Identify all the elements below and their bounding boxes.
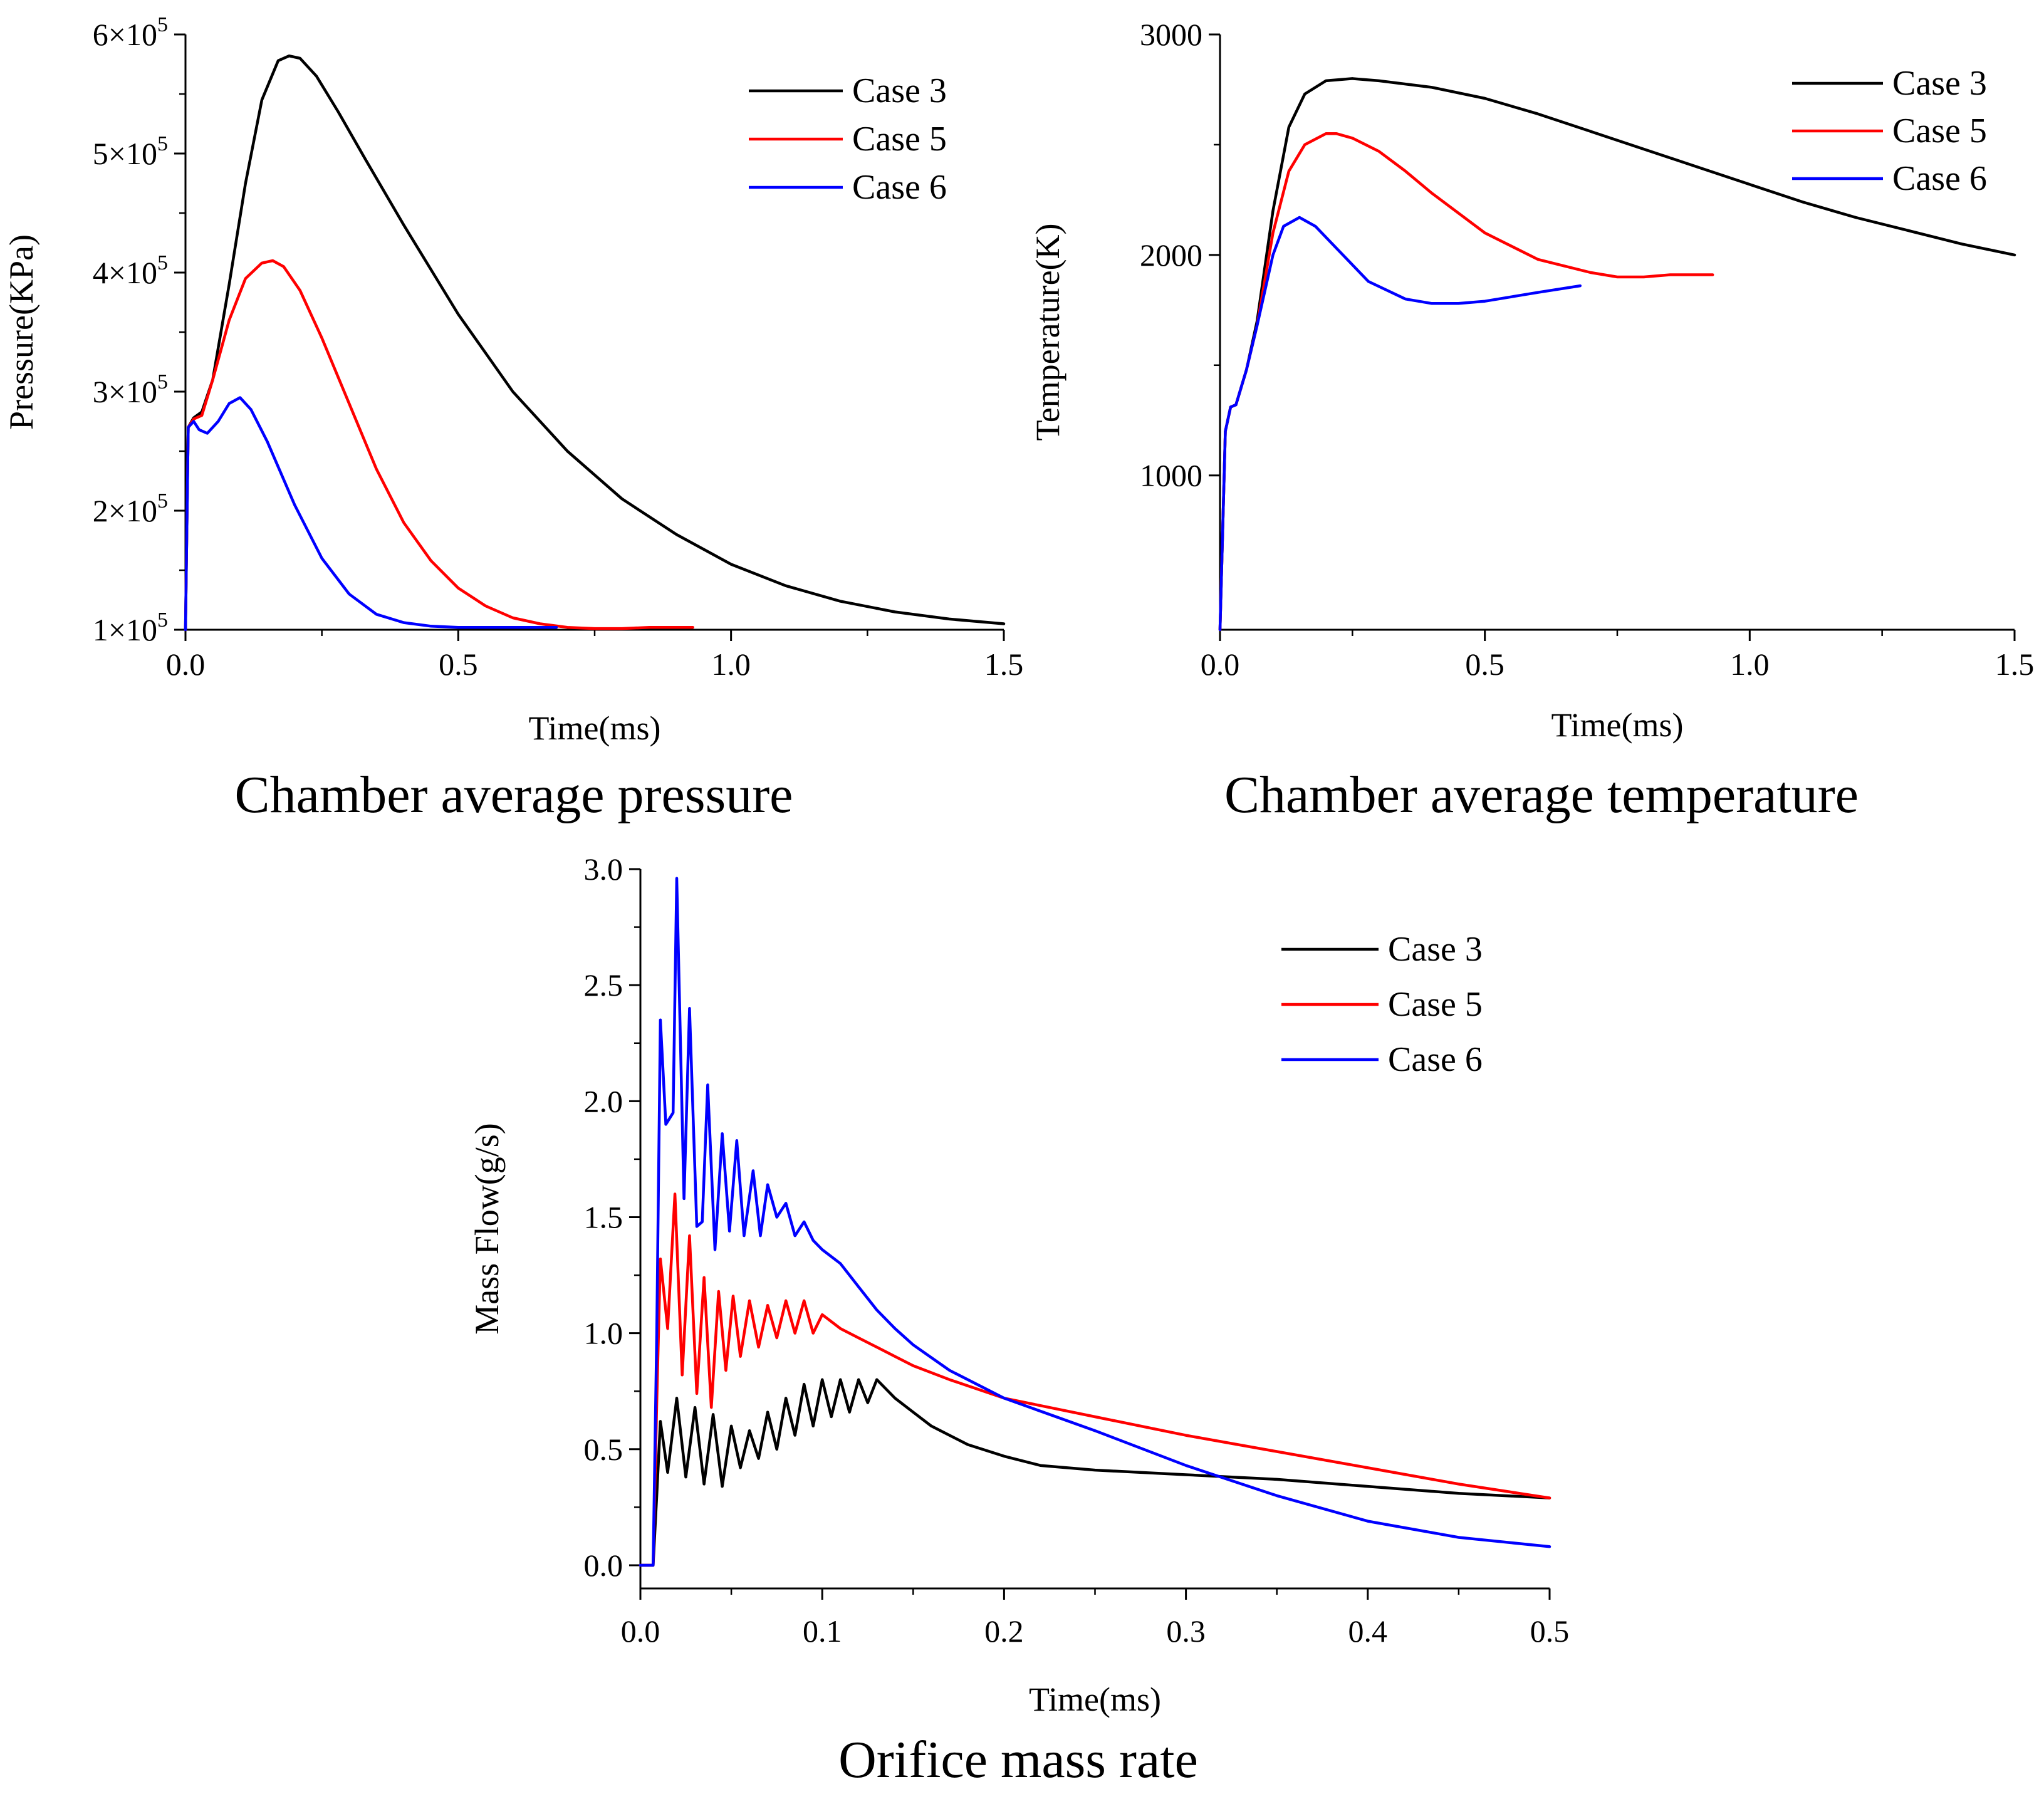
y-tick-label: 1000 [1140,458,1202,493]
x-tick-label: 0.0 [1201,647,1240,682]
x-tick-label: 0.0 [166,647,206,682]
x-axis-title: Time(ms) [1029,1681,1161,1718]
y-tick-exponent: 5 [157,489,168,513]
legend-label: Case 6 [1892,159,1987,198]
y-axis-title: Temperature(K) [1029,223,1066,441]
y-tick-label: 6×105 [93,13,168,52]
y-tick-label: 3×105 [93,370,168,409]
legend-label: Case 3 [852,71,947,110]
y-tick-label: 2×105 [93,489,168,528]
y-tick-exponent: 5 [157,370,168,394]
y-tick-label: 2.5 [584,967,623,1003]
y-tick-label: 0.5 [584,1432,623,1467]
x-axis-title: Time(ms) [1551,706,1683,744]
y-tick-label: 1×105 [93,608,168,647]
y-tick-label: 3.0 [584,852,623,887]
series-line-case-5 [184,259,694,632]
x-tick-label: 0.5 [1465,647,1504,682]
y-tick-exponent: 5 [157,13,168,36]
series-line-case-5 [1218,132,1714,632]
series-line-case-6 [639,877,1551,1567]
y-tick-label: 0.0 [584,1548,623,1583]
y-axis-title: Mass Flow(g/s) [468,1123,506,1335]
series-line-case-3 [184,54,1006,632]
x-axis-title: Time(ms) [528,709,660,747]
y-tick-label: 5×105 [93,132,168,171]
chart-temperature: 0.0 0.5 1.0 1.5 1000 2000 3000 Time(ms) Temperat… [1029,17,2034,744]
x-tick-label: 0.0 [621,1614,660,1649]
legend-label: Case 3 [1388,930,1483,969]
series-line-case-5 [639,1192,1551,1567]
x-tick-label: 1.5 [1995,647,2035,682]
x-tick-label: 1.0 [1730,647,1770,682]
x-tick-label: 0.1 [803,1614,842,1649]
chart-massflow: 0.0 0.1 0.2 0.3 0.4 0.5 0.0 0.5 1.0 1.5 2.0 2.5 3.0 T… [468,852,1569,1718]
x-tick-label: 1.0 [711,647,751,682]
y-tick-label: 4×105 [93,251,168,290]
chart-title-massflow: Orifice mass rate [838,1731,1198,1789]
series-line-case-3 [639,1378,1551,1567]
legend-label: Case 5 [1892,112,1987,150]
y-tick-label: 2000 [1140,237,1202,273]
y-axis-title: Pressure(KPa) [3,234,40,430]
chart-pressure: 0.0 0.5 1.0 1.5 1×105 2×105 3×105 4×105 5×105 6×1… [3,13,1023,747]
y-tick-exponent: 5 [157,251,168,274]
y-tick-exponent: 5 [157,132,168,155]
legend-label: Case 6 [1388,1040,1483,1079]
x-tick-label: 0.2 [984,1614,1024,1649]
legend-label: Case 5 [1388,985,1483,1024]
y-tick-label: 1.0 [584,1316,623,1351]
y-tick-exponent: 5 [157,608,168,632]
chart-title-pressure: Chamber average pressure [234,766,793,824]
series-line-case-6 [1218,216,1582,632]
x-tick-label: 0.5 [439,647,478,682]
x-tick-label: 1.5 [984,647,1024,682]
x-tick-label: 0.5 [1530,1614,1570,1649]
series-line-case-6 [184,396,558,632]
legend-label: Case 3 [1892,64,1987,103]
y-tick-label: 1.5 [584,1199,623,1234]
legend-label: Case 6 [852,168,947,207]
y-tick-label: 2.0 [584,1083,623,1119]
legend-label: Case 5 [852,120,947,159]
y-tick-label: 3000 [1140,17,1202,52]
x-tick-label: 0.4 [1348,1614,1388,1649]
chart-title-temperature: Chamber average temperature [1224,766,1859,824]
x-tick-label: 0.3 [1166,1614,1206,1649]
